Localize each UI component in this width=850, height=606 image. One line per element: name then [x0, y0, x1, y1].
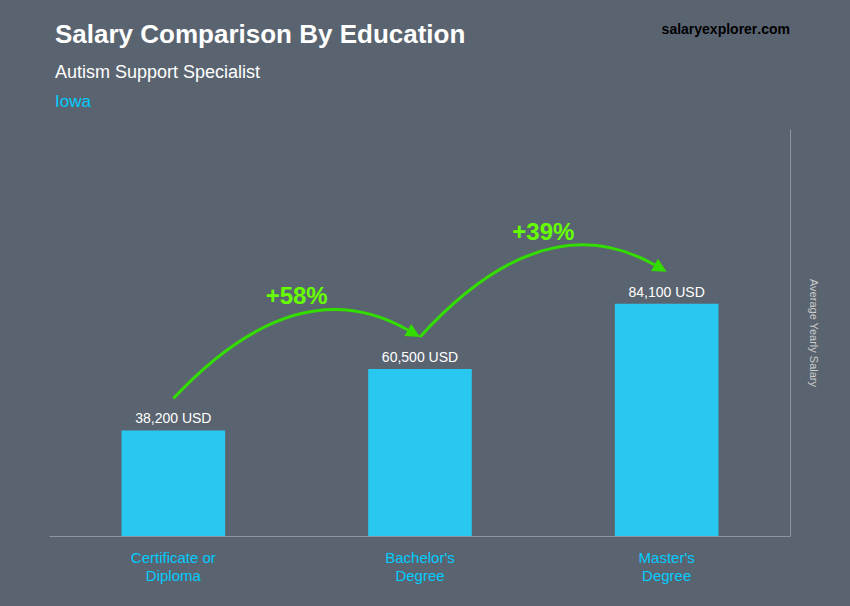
svg-text:+39%: +39%	[512, 218, 574, 245]
svg-text:Degree: Degree	[642, 567, 691, 584]
svg-text:Master's: Master's	[639, 549, 695, 566]
svg-text:Certificate or: Certificate or	[131, 549, 216, 566]
svg-text:Salary Comparison By Education: Salary Comparison By Education	[55, 19, 465, 49]
svg-text:salary: salary	[662, 21, 703, 37]
svg-text:Iowa: Iowa	[55, 92, 91, 111]
svg-text:60,500 USD: 60,500 USD	[382, 349, 458, 365]
svg-text:.com: .com	[757, 21, 790, 37]
svg-text:Autism Support Specialist: Autism Support Specialist	[55, 62, 260, 82]
svg-text:Diploma: Diploma	[146, 567, 202, 584]
svg-text:84,100 USD: 84,100 USD	[629, 284, 705, 300]
svg-text:38,200 USD: 38,200 USD	[135, 410, 211, 426]
svg-text:Average Yearly Salary: Average Yearly Salary	[808, 279, 820, 388]
svg-text:explorer: explorer	[702, 21, 758, 37]
svg-text:Bachelor's: Bachelor's	[385, 549, 455, 566]
svg-text:+58%: +58%	[266, 282, 328, 309]
svg-text:Degree: Degree	[395, 567, 444, 584]
